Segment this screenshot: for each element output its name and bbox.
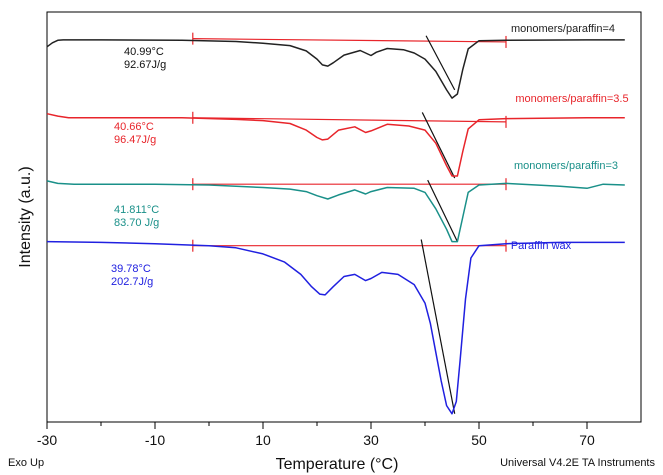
onset-temperature-label: 41.811°C <box>114 204 159 216</box>
onset-tangent <box>420 239 456 414</box>
x-tick-label: 10 <box>255 432 271 448</box>
plot-border <box>46 11 642 423</box>
series-label: monomers/paraffin=3.5 <box>515 93 628 105</box>
curve-layer <box>46 39 625 415</box>
exo-up-label: Exo Up <box>8 457 44 469</box>
x-tick-label: -10 <box>145 432 165 448</box>
x-tick-label: 30 <box>363 432 379 448</box>
instrument-label: Universal V4.2E TA Instruments <box>500 457 655 469</box>
onset-tangent <box>425 35 456 91</box>
onset-tangent <box>421 112 456 179</box>
onset-temperature-label: 40.66°C <box>114 121 154 133</box>
plot-frame <box>46 11 642 423</box>
integration-baseline <box>192 117 507 123</box>
dsc-curve <box>46 39 625 99</box>
onset-temperature-label: 39.78°C <box>111 263 151 275</box>
dsc-curve <box>46 240 625 415</box>
enthalpy-label: 202.7J/g <box>111 276 153 288</box>
x-tick-label: -30 <box>37 432 57 448</box>
series-label: monomers/paraffin=4 <box>511 23 615 35</box>
enthalpy-label: 83.70 J/g <box>114 217 159 229</box>
x-tick-label: 50 <box>471 432 487 448</box>
x-axis: -30 -10 10 30 50 70 <box>37 422 595 448</box>
label-layer: monomers/paraffin=4 40.99°C92.67J/g monome… <box>111 23 629 288</box>
onset-tangent <box>427 179 458 242</box>
tangent-layer <box>420 35 458 414</box>
y-axis-title: Intensity (a.u.) <box>17 166 34 267</box>
dsc-curve <box>46 112 625 177</box>
onset-temperature-label: 40.99°C <box>124 46 164 58</box>
series-label: Paraffin wax <box>511 240 572 252</box>
x-tick-label: 70 <box>579 432 595 448</box>
enthalpy-label: 96.47J/g <box>114 134 156 146</box>
integration-baseline <box>192 38 507 43</box>
enthalpy-label: 92.67J/g <box>124 59 166 71</box>
dsc-curve <box>46 180 625 243</box>
x-axis-title: Temperature (°C) <box>276 456 399 473</box>
baseline-layer <box>192 32 507 252</box>
series-label: monomers/paraffin=3 <box>514 160 618 172</box>
